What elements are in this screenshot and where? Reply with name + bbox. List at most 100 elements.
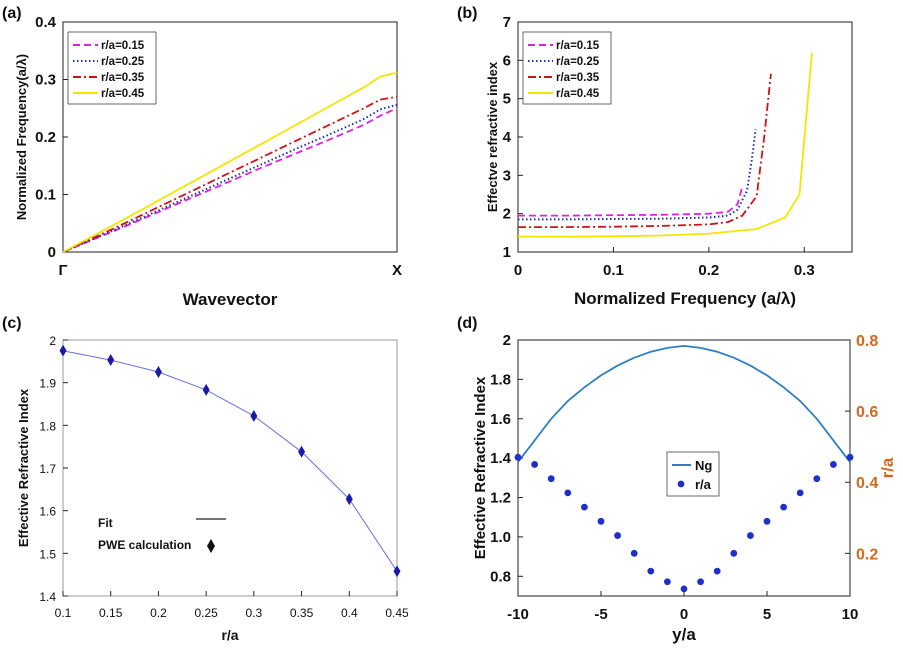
legend-label: PWE calculation	[98, 538, 191, 552]
legend-label: r/a=0.15	[556, 40, 600, 52]
data-point-dot	[813, 475, 821, 483]
x-tick-label: 0.2	[698, 262, 719, 279]
data-point-dot	[647, 567, 655, 575]
plot-frame	[62, 339, 398, 597]
data-point-dot	[780, 503, 787, 511]
panel-label: (d)	[457, 315, 477, 332]
x-axis-label: Normalized Frequency (a/λ)	[574, 289, 796, 308]
panel-label: (b)	[457, 5, 477, 22]
data-point-dot	[664, 578, 671, 586]
y-tick-label: 1.8	[490, 371, 511, 388]
x-tick-label: X	[392, 262, 402, 279]
data-point-dot	[614, 532, 621, 539]
series-line	[517, 344, 851, 463]
legend-label: r/a=0.15	[101, 40, 145, 52]
y-tick-label: 0.1	[35, 187, 56, 204]
series-line	[518, 52, 813, 238]
y-tick-label: 7	[503, 14, 511, 31]
y-tick-label: 1.4	[490, 450, 512, 467]
data-point-dot	[747, 532, 754, 539]
y-tick-label: 5	[503, 91, 511, 108]
legend-label: r/a	[695, 477, 712, 492]
data-point-dot	[581, 503, 588, 511]
y-tick-label: 1.0	[490, 529, 511, 546]
y-axis-label: Effective Refractive Index	[16, 388, 31, 547]
y-tick-label: 1.8	[39, 419, 56, 433]
legend-label: r/a=0.35	[101, 72, 145, 84]
series-line	[62, 103, 398, 253]
data-point-dot	[597, 517, 605, 525]
data-point-diamond	[107, 354, 115, 367]
data-point-diamond	[202, 383, 210, 396]
data-point-dot	[713, 567, 721, 575]
data-point-diamond	[59, 344, 67, 357]
data-point-diamond	[298, 445, 306, 458]
panel-label: (c)	[2, 315, 22, 332]
legend-box	[666, 451, 720, 497]
y-tick-label: 1.7	[39, 462, 56, 476]
legend-label: r/a=0.35	[556, 72, 600, 84]
data-point-dot	[763, 517, 771, 525]
y-tick-label: 1.2	[490, 490, 511, 507]
x-tick-label: 0.1	[603, 262, 624, 279]
y-tick-label: 0.4	[35, 14, 57, 31]
panel-label: (a)	[2, 5, 22, 22]
y-axis-label: Effective Refractive Index	[472, 376, 489, 559]
y2-tick-label: 0.4	[856, 475, 878, 492]
y-tick-label: 4	[503, 129, 512, 146]
y2-tick-label: 0.6	[856, 404, 878, 421]
x-axis-label: y/a	[672, 625, 696, 644]
data-point-dot	[514, 453, 522, 461]
legend-label: r/a=0.25	[556, 56, 600, 68]
x-axis-label: r/a	[221, 627, 238, 643]
y-tick-label: 0	[48, 244, 56, 261]
panel-0: (a) 0 0.1 0.2 0.3 0.4 Γ X Wavevector Normalized F…	[2, 5, 402, 309]
y-tick-label: 1	[503, 244, 511, 261]
y-tick-label: 0.2	[35, 129, 56, 146]
y-tick-label: 2	[503, 332, 511, 349]
legend-swatch-dot	[677, 480, 685, 488]
y-tick-label: 1.4	[39, 590, 56, 604]
y2-tick-label: 0.2	[856, 546, 878, 563]
x-tick-label: 0.35	[290, 606, 314, 620]
x-tick-label: 0	[514, 262, 522, 279]
y2-axis-label: r/a	[878, 457, 897, 478]
x-tick-label: 5	[763, 606, 771, 623]
data-point-dot	[796, 489, 804, 497]
y-tick-label: 0.8	[490, 568, 511, 585]
x-tick-label: 0.1	[55, 606, 72, 620]
y-tick-label: 1.9	[39, 377, 56, 391]
data-point-dot	[846, 453, 854, 461]
y-axis-label: Effectve refractive index	[485, 61, 500, 212]
x-axis-label: Wavevector	[183, 290, 278, 309]
legend-label: r/a=0.25	[101, 56, 145, 68]
data-point-dot	[830, 461, 837, 468]
legend-swatch-diamond	[207, 539, 215, 553]
data-point-dot	[680, 585, 688, 593]
x-tick-label: 0.2	[150, 606, 167, 620]
series-line	[62, 71, 398, 253]
x-tick-label: 0.45	[385, 606, 409, 620]
series-line	[518, 73, 772, 229]
x-tick-label: 0	[680, 606, 688, 623]
y-tick-label: 6	[503, 52, 511, 69]
data-point-diamond	[393, 565, 401, 578]
x-tick-label: 0.3	[246, 606, 263, 620]
data-point-dot	[697, 578, 704, 586]
data-point-dot	[547, 475, 555, 483]
x-tick-label: 0.25	[194, 606, 218, 620]
series-line	[62, 107, 398, 253]
x-tick-label: -5	[594, 606, 607, 623]
x-tick-label: -10	[507, 606, 529, 623]
y-tick-label: 2	[503, 206, 511, 223]
series-line	[62, 350, 398, 572]
x-tick-label: Γ	[58, 262, 67, 279]
legend-label: Ng	[695, 458, 712, 473]
y2-tick-label: 0.8	[856, 333, 878, 350]
y-axis-label: Normalized Frequency(a/λ)	[14, 54, 29, 220]
panel-1: (b) 1 2 3 4 5 6 7 0 0.1 0.2 0.3 Normalized Frequency…	[457, 5, 853, 308]
legend-label: r/a=0.45	[556, 88, 600, 100]
data-point-diamond	[250, 409, 258, 422]
x-tick-label: 0.3	[794, 262, 815, 279]
